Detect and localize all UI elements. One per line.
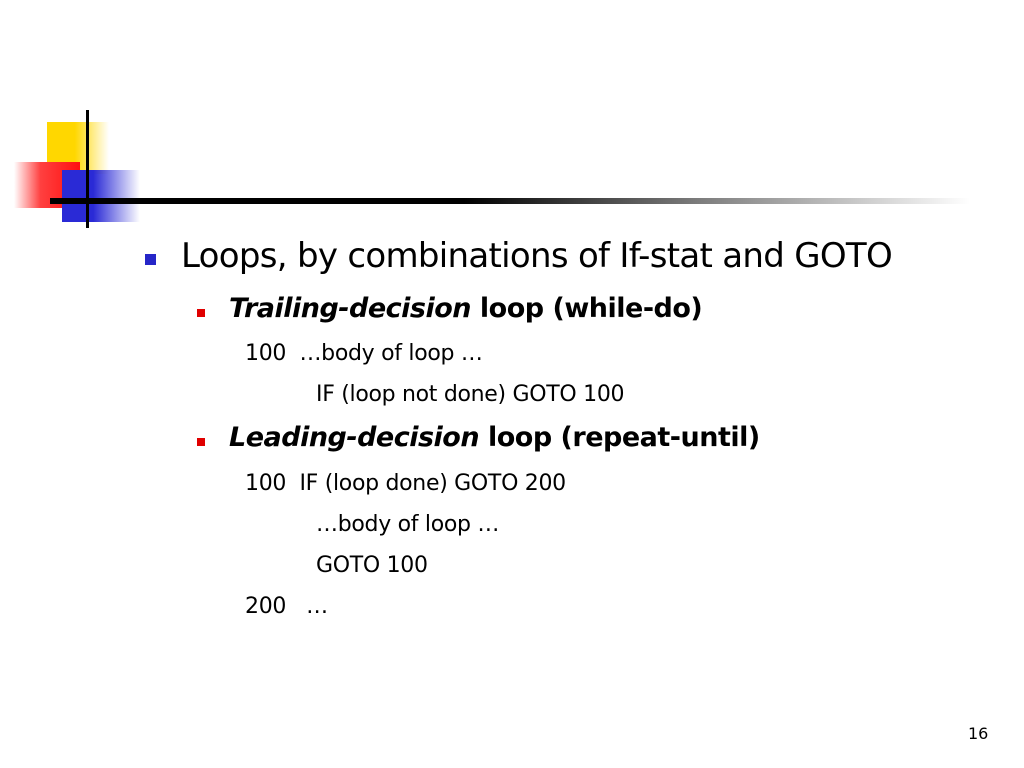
code-line: IF (loop not done) GOTO 100 <box>316 382 625 407</box>
logo-blue-square <box>62 170 140 222</box>
sub-bullet-emphasis: Trailing-decision <box>229 293 472 324</box>
sub-bullet-emphasis: Leading-decision <box>229 422 480 453</box>
sub-bullet-square-icon <box>197 438 205 446</box>
sub-bullet-rest: loop (repeat-until) <box>479 422 760 453</box>
title-divider-line <box>50 198 970 204</box>
bullet-text: Loops, by combinations of If-stat and GO… <box>181 236 893 276</box>
code-line: …body of loop … <box>316 512 500 537</box>
logo-vertical-line <box>86 110 89 228</box>
page-number: 16 <box>968 724 989 743</box>
bullet-square-icon <box>145 254 156 265</box>
sub-bullet-rest: loop (while-do) <box>471 293 703 324</box>
code-line: 100 IF (loop done) GOTO 200 <box>245 471 566 496</box>
sub-bullet-leading-decision: Leading-decision loop (repeat-until) <box>229 422 760 453</box>
sub-bullet-square-icon <box>197 309 205 317</box>
code-line: 200 … <box>245 594 328 619</box>
sub-bullet-trailing-decision: Trailing-decision loop (while-do) <box>229 293 703 324</box>
code-line: GOTO 100 <box>316 553 428 578</box>
code-line: 100 …body of loop … <box>245 341 483 366</box>
